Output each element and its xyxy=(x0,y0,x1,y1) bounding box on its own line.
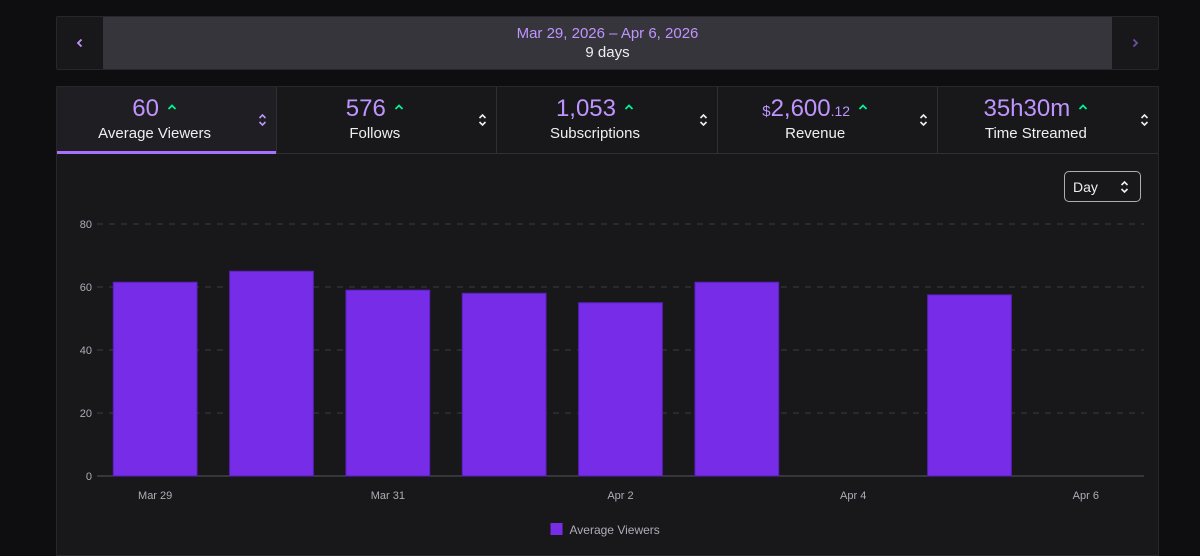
chevron-right-icon xyxy=(1132,38,1139,48)
bar xyxy=(927,294,1012,477)
metric-label: Follows xyxy=(349,125,401,142)
x-tick-label: Apr 2 xyxy=(607,490,633,502)
bar xyxy=(112,281,198,477)
metric-label: Subscriptions xyxy=(549,125,640,142)
x-tick-label: Mar 29 xyxy=(138,490,172,502)
metric-value: 2,600 xyxy=(770,95,831,122)
tab-time-streamed[interactable]: 35h30m Time Streamed xyxy=(938,87,1158,153)
y-tick-label: 20 xyxy=(80,408,92,420)
metric-value: 35h30m xyxy=(983,95,1071,122)
metric-label: Average Viewers xyxy=(98,125,212,142)
date-range-label: Mar 29, 2026 – Apr 6, 2026 xyxy=(516,24,699,42)
x-tick-label: Apr 4 xyxy=(840,490,866,502)
sort-icon xyxy=(259,113,267,127)
metric-label: Time Streamed xyxy=(984,125,1087,142)
metric-label: Revenue xyxy=(785,125,846,142)
trend-up-icon xyxy=(624,104,634,110)
tab-average-viewers[interactable]: 60 Average Viewers xyxy=(57,87,278,154)
trend-up-icon xyxy=(1079,104,1088,110)
bar xyxy=(345,289,431,477)
y-tick-label: 80 xyxy=(80,219,92,231)
sort-icon xyxy=(699,113,707,127)
stats-panel: 60 Average Viewers 576 Follows 1,053 xyxy=(56,86,1159,556)
legend-label: Average Viewers xyxy=(570,523,660,537)
average-viewers-chart: 0 20 40 60 80 Mar 29 Mar 31 Apr 2 Apr 4 Apr 6 Aver… xyxy=(80,219,1144,537)
trend-up-icon xyxy=(394,104,403,110)
y-tick-label: 40 xyxy=(80,345,92,357)
metric-value: 60 xyxy=(132,95,159,122)
previous-range-button[interactable] xyxy=(57,17,103,69)
sort-icon xyxy=(1120,180,1129,194)
date-range-bar: Mar 29, 2026 – Apr 6, 2026 9 days xyxy=(56,16,1159,70)
tab-subscriptions[interactable]: 1,053 Subscriptions xyxy=(497,87,718,153)
date-range-days: 9 days xyxy=(585,43,630,61)
y-tick-label: 0 xyxy=(86,471,92,483)
interval-select[interactable]: Day xyxy=(1064,171,1141,202)
trend-up-icon xyxy=(858,104,868,110)
sort-icon xyxy=(919,113,927,127)
metric-tabs: 60 Average Viewers 576 Follows 1,053 xyxy=(57,87,1158,154)
tab-follows[interactable]: 576 Follows xyxy=(277,87,498,153)
metric-cents: .12 xyxy=(830,103,851,119)
metric-value: 576 xyxy=(345,95,386,122)
date-range-display[interactable]: Mar 29, 2026 – Apr 6, 2026 9 days xyxy=(103,17,1112,69)
x-tick-label: Mar 31 xyxy=(371,490,405,502)
sort-icon xyxy=(479,113,487,127)
tab-revenue[interactable]: $ 2,600 .12 Revenue xyxy=(718,87,938,153)
y-tick-label: 60 xyxy=(80,282,92,294)
bar xyxy=(229,270,314,477)
next-range-button[interactable] xyxy=(1112,17,1158,69)
trend-up-icon xyxy=(167,104,177,110)
chevron-left-icon xyxy=(76,38,83,48)
bar xyxy=(694,281,780,477)
sort-icon xyxy=(1140,113,1149,127)
legend-swatch xyxy=(550,523,563,535)
interval-select-value: Day xyxy=(1073,178,1098,195)
metric-value: 1,053 xyxy=(555,95,616,122)
x-tick-label: Apr 6 xyxy=(1073,490,1099,502)
metric-currency: $ xyxy=(762,103,771,120)
bar xyxy=(578,302,663,477)
bar xyxy=(461,292,547,477)
